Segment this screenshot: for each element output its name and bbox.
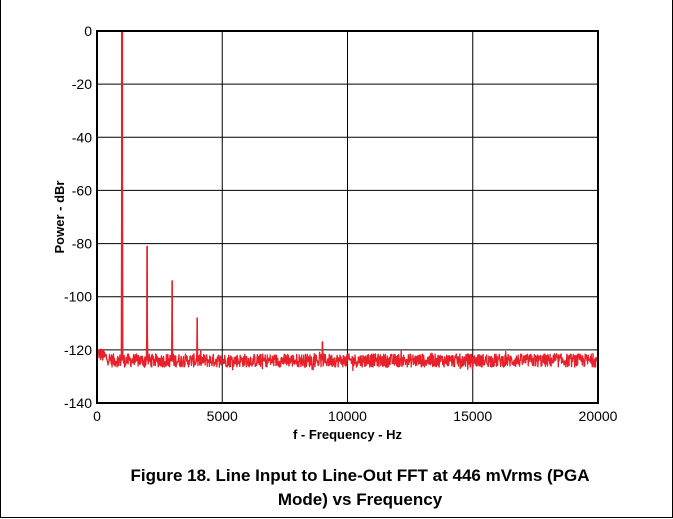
plot-area-border — [96, 30, 599, 404]
y-tick-label: 0 — [84, 23, 92, 39]
y-tick-label: -140 — [64, 395, 92, 411]
y-tick-labels: 0 -20 -40 -60 -80 -100 -120 -140 — [64, 23, 92, 411]
caption-line-2: Mode) vs Frequency — [277, 490, 443, 509]
x-axis-label: f - Frequency - Hz — [293, 427, 403, 442]
y-axis-label: Power - dBr — [52, 181, 67, 254]
y-tick-label: -80 — [72, 236, 92, 252]
x-tick-labels: 0 5000 10000 15000 20000 — [93, 408, 618, 424]
fft-trace-layer — [96, 30, 599, 372]
caption-line-1: Figure 18. Line Input to Line-Out FFT at… — [130, 466, 590, 485]
y-tick-label: -20 — [72, 76, 92, 92]
y-tick-label: -120 — [64, 342, 92, 358]
x-tick-label: 20000 — [579, 408, 618, 424]
x-tick-label: 0 — [93, 408, 101, 424]
y-tick-label: -40 — [72, 129, 92, 145]
y-tick-label: -60 — [72, 182, 92, 198]
x-tick-label: 15000 — [453, 408, 492, 424]
x-tick-label: 10000 — [328, 408, 367, 424]
fft-trace — [96, 30, 599, 372]
fft-chart: 0 -20 -40 -60 -80 -100 -120 -140 0 5000 10000 1500… — [52, 23, 618, 442]
x-tick-label: 5000 — [207, 408, 238, 424]
figure-caption: Figure 18. Line Input to Line-Out FFT at… — [60, 464, 660, 512]
y-tick-label: -100 — [64, 289, 92, 305]
